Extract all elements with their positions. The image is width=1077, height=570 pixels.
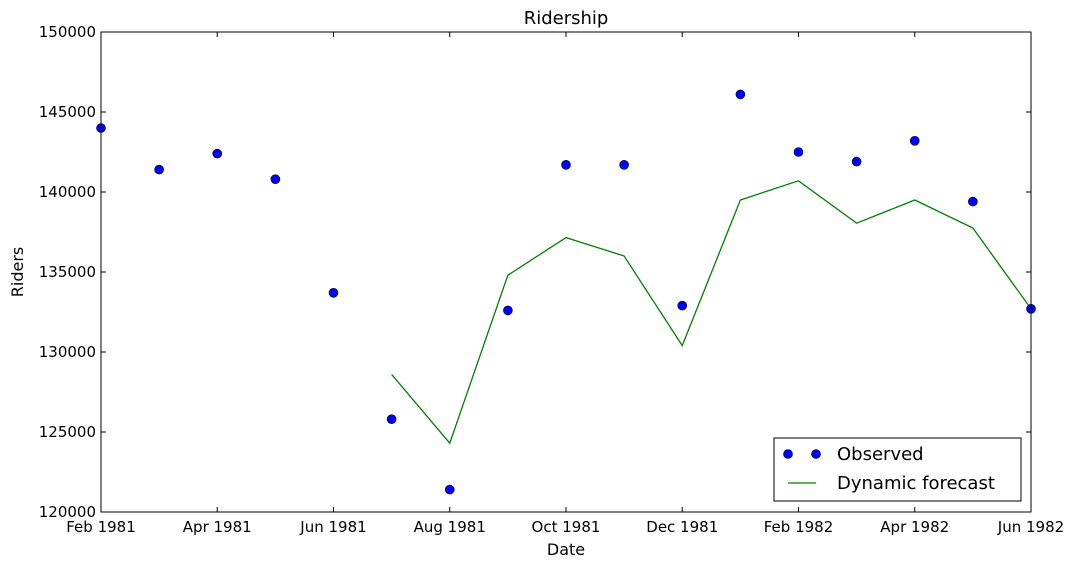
y-axis-title: Riders [8,247,27,297]
observed-point [154,164,164,175]
legend-forecast-label: Dynamic forecast [837,473,995,494]
legend: Observed Dynamic forecast [773,437,1022,502]
observed-point [270,174,281,184]
legend-observed-marker [783,449,793,459]
x-tick-label: Feb 1982 [764,518,834,536]
observed-point [851,156,862,167]
forecast-series-line [391,180,1032,445]
y-tick-label: 120000 [39,503,96,521]
x-axis-title: Date [547,540,585,559]
y-tick-label: 145000 [39,103,96,121]
x-tick-label: Apr 1981 [183,518,252,536]
series-layer [96,89,1036,495]
x-tick-label: Oct 1981 [532,518,601,536]
observed-point [909,136,920,146]
y-tick-label: 130000 [39,343,96,361]
legend-box [773,437,1022,502]
x-tick-label: Jun 1982 [997,518,1064,536]
observed-point [212,148,223,159]
chart-title: Ridership [524,8,609,29]
x-tick-label: Aug 1981 [414,518,486,536]
y-tick-label: 150000 [39,23,96,41]
observed-point [503,305,513,316]
observed-point [735,89,746,100]
observed-point [386,414,397,425]
observed-point [328,287,339,298]
x-tick-label: Jun 1981 [299,518,366,536]
observed-point [968,196,978,207]
observed-point [677,300,688,311]
y-tick-label: 140000 [39,183,96,201]
x-axis-ticks: Feb 1981 Apr 1981 Jun 1981 Aug 1981 Oct 1981… [66,32,1064,536]
plot-area [101,32,1031,512]
observed-point [444,484,455,495]
observed-point [619,160,629,170]
plot-frame [100,31,1032,513]
y-tick-label: 125000 [39,423,96,441]
x-tick-label: Dec 1981 [646,518,718,536]
observed-point [561,160,571,170]
x-tick-label: Feb 1981 [66,518,136,536]
legend-observed-label: Observed [837,444,924,465]
legend-observed-marker [811,449,821,459]
observed-point [793,147,804,157]
x-tick-label: Apr 1982 [880,518,949,536]
y-tick-label: 135000 [39,263,96,281]
y-axis-ticks: 120000 125000 130000 135000 140000 145000 1500… [39,23,1031,521]
